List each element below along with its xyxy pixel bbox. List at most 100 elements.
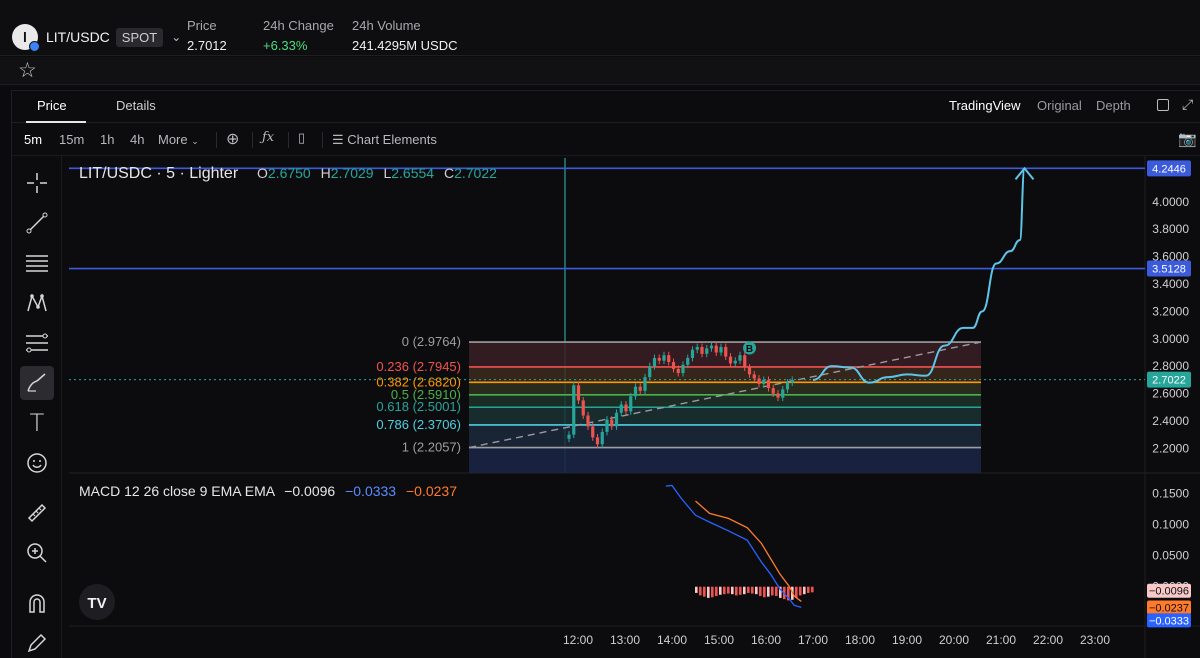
zoom-in-icon[interactable] — [20, 536, 54, 570]
horizontal-lines[interactable] — [69, 167, 1145, 381]
ohlc-key: C — [444, 165, 454, 181]
macd-histogram-bar — [747, 586, 750, 593]
lit-logo-icon: l — [12, 24, 40, 52]
chevron-down-icon: ⌄ — [171, 30, 182, 44]
magnet-icon[interactable] — [20, 586, 54, 620]
price-tick-label: 3.4000 — [1152, 277, 1189, 291]
price-axis[interactable]: 4.0000 3.8000 3.6000 3.4000 3.2000 3.0000 2.80… — [1147, 160, 1191, 455]
macd-signal-line — [695, 500, 802, 602]
macd-histogram-bar — [731, 586, 734, 595]
candle-body — [591, 426, 595, 438]
candle-body — [595, 437, 600, 445]
candle-body — [719, 347, 723, 353]
candle-body — [686, 357, 690, 365]
toolbar-divider — [252, 132, 253, 148]
tab-details[interactable]: Details — [116, 98, 156, 113]
macd-histogram-bar — [811, 586, 814, 593]
favorites-bar: ☆ — [0, 57, 1200, 85]
ohlc-key: O — [257, 165, 268, 181]
macd-label-text: −0.0096 — [1149, 586, 1189, 598]
star-icon[interactable]: ☆ — [18, 59, 37, 82]
macd-histogram-bar — [795, 586, 798, 598]
candle-body — [776, 393, 780, 398]
candle-body — [633, 386, 638, 397]
macd-pane: 0.15000.10000.05000.0000−0.0096−0.0237−0… — [665, 484, 1191, 628]
ohlc-key: L — [383, 165, 391, 181]
view-tradingview[interactable]: TradingView — [949, 98, 1021, 113]
macd-label-box — [1147, 613, 1191, 628]
interval-5m[interactable]: 5m — [24, 132, 43, 147]
market-type-badge: SPOT — [115, 27, 164, 47]
time-tick-label: 13:00 — [610, 633, 640, 647]
emoji-icon[interactable] — [20, 446, 54, 480]
buy-marker-label: B — [746, 344, 753, 355]
interval-15m[interactable]: 15m — [59, 132, 85, 147]
macd-histogram-bar — [775, 586, 778, 597]
trend-line-icon[interactable] — [20, 206, 54, 240]
ruler-icon[interactable] — [20, 496, 54, 530]
macd-line — [665, 484, 802, 609]
fib-level-label: 0.382 (2.6820) — [376, 374, 461, 389]
tab-price[interactable]: Price — [37, 98, 67, 113]
fx-icon[interactable]: ƒx — [262, 130, 275, 145]
fullscreen-icon[interactable]: ⤢ — [1182, 96, 1194, 112]
chain-badge-icon — [29, 41, 40, 52]
legend-title: LIT/USDC · 5 · Lighter — [79, 165, 239, 182]
candle-type-icon[interactable]: ▯ — [298, 130, 306, 145]
candle-body — [681, 364, 685, 374]
projection-path[interactable] — [812, 166, 1035, 384]
interval-4h[interactable]: 4h — [130, 132, 145, 147]
tradingview-logo-icon[interactable]: TV — [79, 584, 115, 620]
price-label-box — [1147, 260, 1191, 277]
macd-histogram-bar — [739, 586, 742, 595]
fib-level-label: 0.786 (2.3706) — [376, 417, 461, 432]
camera-icon[interactable]: 📷 — [1178, 131, 1197, 148]
macd-histogram-bar — [707, 586, 710, 598]
candle-body — [657, 357, 661, 361]
price-tick-label: 3.6000 — [1152, 250, 1189, 264]
candle-body — [785, 382, 790, 390]
time-tick-label: 16:00 — [751, 633, 781, 647]
brush-icon[interactable] — [20, 366, 54, 400]
macd-histogram-bar — [759, 586, 762, 597]
pair-selector[interactable]: l LIT/USDC SPOT ⌄ — [12, 22, 181, 52]
view-depth[interactable]: Depth — [1096, 98, 1131, 113]
time-tick-label: 21:00 — [986, 633, 1016, 647]
time-axis[interactable]: 12:00 13:00 14:00 15:00 16:00 17:00 18:00 19:00… — [563, 633, 1110, 647]
candle-body — [619, 404, 623, 413]
macd-legend: MACD 12 26 close 9 EMA EMA −0.0096 −0.03… — [79, 483, 457, 499]
candle-body — [695, 347, 699, 350]
interval-1h[interactable]: 1h — [100, 132, 115, 147]
price-chart[interactable]: 0 (2.9764)0.236 (2.7945)0.382 (2.6820)0.… — [63, 156, 1200, 658]
crosshair-icon[interactable] — [20, 166, 54, 200]
projection-line — [812, 167, 1026, 384]
view-original[interactable]: Original — [1037, 98, 1082, 113]
stat-24h-volume: 24h Volume 241.4295M USDC — [352, 18, 458, 53]
add-indicator-icon[interactable]: ⊕ — [226, 131, 240, 148]
fib-retracement[interactable]: 0 (2.9764)0.236 (2.7945)0.382 (2.6820)0.… — [376, 334, 982, 473]
candle-body — [648, 366, 652, 378]
macd-label: MACD 12 26 close 9 EMA EMA — [79, 483, 276, 499]
pencil-lock-icon[interactable] — [20, 626, 54, 658]
window-icon[interactable] — [1157, 99, 1169, 111]
macd-tick-label: 0.0500 — [1152, 549, 1189, 563]
pattern-icon[interactable] — [20, 286, 54, 320]
toolbar-divider — [216, 132, 217, 148]
fib-trend-line — [468, 341, 982, 449]
macd-histogram-bar — [767, 586, 770, 597]
fib-zone — [469, 447, 981, 473]
candle-body — [667, 355, 671, 363]
text-icon[interactable]: T — [29, 409, 45, 437]
more-intervals-button[interactable]: More ⌄ — [158, 132, 199, 147]
candle-body — [738, 355, 742, 361]
fib-retracement-icon[interactable] — [20, 326, 54, 360]
candle-body — [662, 355, 666, 361]
price-label-text: 3.5128 — [1152, 264, 1186, 276]
macd-histogram-bar — [779, 586, 782, 598]
time-tick-label: 15:00 — [704, 633, 734, 647]
fib-zone — [469, 366, 981, 383]
horizontal-lines-icon[interactable] — [20, 246, 54, 280]
candle-body — [629, 396, 633, 412]
chart-elements-button[interactable]: ☰ Chart Elements — [332, 132, 437, 148]
